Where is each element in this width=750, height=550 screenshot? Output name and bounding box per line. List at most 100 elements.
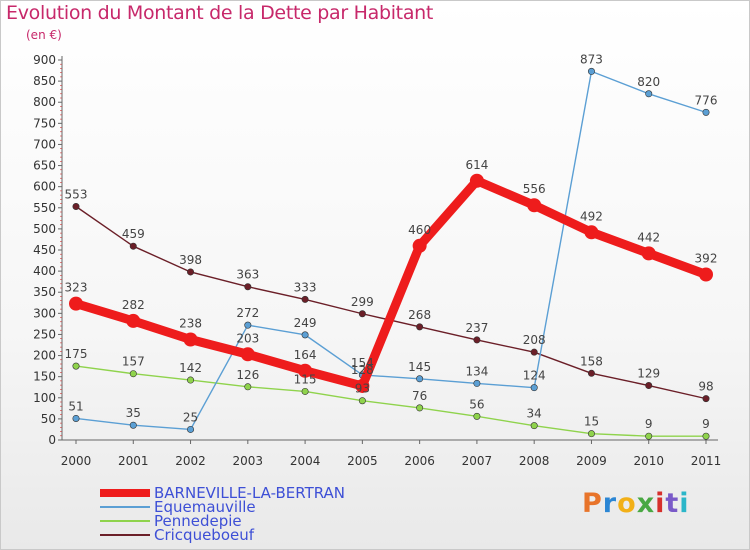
y-tick-label: 600 bbox=[33, 180, 56, 194]
y-tick-label: 350 bbox=[33, 285, 56, 299]
data-label-barneville-la-bertran: 323 bbox=[65, 281, 88, 295]
data-label-pennedepie: 126 bbox=[236, 368, 259, 382]
data-point-pennedepie bbox=[244, 383, 252, 391]
legend: BARNEVILLE-LA-BERTRANEquemauvillePennede… bbox=[100, 484, 345, 544]
y-tick-label: 200 bbox=[33, 349, 56, 363]
data-point-equemauville bbox=[702, 108, 710, 116]
data-label-cricqueboeuf: 333 bbox=[294, 280, 317, 294]
x-tick-label: 2002 bbox=[175, 454, 206, 468]
data-point-equemauville bbox=[187, 425, 195, 433]
data-point-barneville-la-bertran bbox=[469, 173, 484, 188]
data-point-barneville-la-bertran bbox=[183, 332, 198, 347]
x-tick-label: 2009 bbox=[576, 454, 607, 468]
data-label-cricqueboeuf: 98 bbox=[698, 380, 713, 394]
data-label-equemauville: 873 bbox=[580, 52, 603, 66]
chart-subtitle: (en €) bbox=[26, 28, 62, 42]
data-label-pennedepie: 76 bbox=[412, 389, 427, 403]
data-point-pennedepie bbox=[530, 422, 538, 430]
legend-label-pennedepie: Pennedepie bbox=[154, 512, 242, 530]
data-point-barneville-la-bertran bbox=[240, 347, 255, 362]
data-point-pennedepie bbox=[187, 376, 195, 384]
data-label-barneville-la-bertran: 460 bbox=[408, 223, 431, 237]
data-point-cricqueboeuf bbox=[72, 203, 80, 211]
data-point-equemauville bbox=[72, 414, 80, 422]
data-label-cricqueboeuf: 268 bbox=[408, 308, 431, 322]
data-point-equemauville bbox=[244, 321, 252, 329]
x-tick-label: 2003 bbox=[233, 454, 264, 468]
data-label-pennedepie: 157 bbox=[122, 355, 145, 369]
data-label-pennedepie: 9 bbox=[702, 417, 710, 431]
data-label-barneville-la-bertran: 238 bbox=[179, 317, 202, 331]
data-label-equemauville: 145 bbox=[408, 360, 431, 374]
data-label-barneville-la-bertran: 282 bbox=[122, 298, 145, 312]
x-tick-label: 2006 bbox=[404, 454, 435, 468]
data-label-barneville-la-bertran: 614 bbox=[465, 158, 488, 172]
y-tick-label: 900 bbox=[33, 53, 56, 67]
data-point-barneville-la-bertran bbox=[699, 267, 713, 282]
data-label-cricqueboeuf: 237 bbox=[465, 321, 488, 335]
logo-letter: r bbox=[602, 488, 618, 519]
data-label-barneville-la-bertran: 442 bbox=[637, 230, 660, 244]
y-tick-label: 650 bbox=[33, 159, 56, 173]
data-point-cricqueboeuf bbox=[645, 382, 653, 390]
data-point-equemauville bbox=[473, 379, 481, 387]
data-label-cricqueboeuf: 363 bbox=[236, 268, 259, 282]
data-point-cricqueboeuf bbox=[358, 310, 366, 318]
data-point-cricqueboeuf bbox=[129, 242, 137, 250]
data-point-pennedepie bbox=[416, 404, 424, 412]
data-label-equemauville: 134 bbox=[465, 364, 488, 378]
data-label-cricqueboeuf: 553 bbox=[65, 188, 88, 202]
data-label-pennedepie: 175 bbox=[65, 347, 88, 361]
data-label-barneville-la-bertran: 164 bbox=[294, 348, 317, 362]
y-tick-label: 50 bbox=[41, 412, 56, 426]
logo-letter: o bbox=[617, 488, 637, 519]
data-point-pennedepie bbox=[358, 397, 366, 405]
data-point-pennedepie bbox=[129, 370, 137, 378]
data-point-barneville-la-bertran bbox=[527, 198, 542, 213]
data-label-layer: 553 459 398 363 333 299 268 237 208 158 129 98 175 15… bbox=[65, 52, 718, 431]
x-tick-label: 2005 bbox=[347, 454, 378, 468]
x-tick-label: 2010 bbox=[633, 454, 664, 468]
series-layer bbox=[69, 67, 713, 440]
data-label-equemauville: 776 bbox=[695, 93, 718, 107]
logo-letter: P bbox=[582, 488, 603, 519]
data-label-cricqueboeuf: 299 bbox=[351, 295, 374, 309]
data-point-equemauville bbox=[530, 384, 538, 392]
data-point-cricqueboeuf bbox=[187, 268, 195, 276]
data-label-equemauville: 249 bbox=[294, 316, 317, 330]
data-label-equemauville: 820 bbox=[637, 75, 660, 89]
data-point-cricqueboeuf bbox=[530, 348, 538, 356]
data-point-cricqueboeuf bbox=[416, 323, 424, 331]
data-label-equemauville: 272 bbox=[236, 306, 259, 320]
data-point-equemauville bbox=[129, 421, 137, 429]
chart-title: Evolution du Montant de la Dette par Hab… bbox=[6, 2, 434, 24]
series-line-pennedepie bbox=[75, 365, 707, 437]
y-tick-label: 850 bbox=[33, 74, 56, 88]
y-tick-label: 400 bbox=[33, 264, 56, 278]
y-tick-label: 0 bbox=[48, 433, 56, 447]
data-label-cricqueboeuf: 158 bbox=[580, 354, 603, 368]
data-point-equemauville bbox=[587, 67, 595, 75]
data-point-cricqueboeuf bbox=[244, 283, 252, 291]
series-line-barneville-la-bertran bbox=[71, 176, 711, 391]
data-point-barneville-la-bertran bbox=[69, 296, 83, 311]
data-point-barneville-la-bertran bbox=[584, 225, 599, 240]
data-label-pennedepie: 93 bbox=[355, 382, 370, 396]
data-label-pennedepie: 34 bbox=[527, 407, 542, 421]
legend-label-cricqueboeuf: Cricqueboeuf bbox=[154, 526, 255, 544]
x-tick-label: 2000 bbox=[61, 454, 92, 468]
data-point-pennedepie bbox=[301, 387, 309, 395]
data-label-barneville-la-bertran: 392 bbox=[695, 251, 718, 265]
data-label-pennedepie: 56 bbox=[469, 397, 484, 411]
data-label-equemauville: 154 bbox=[351, 356, 374, 370]
data-label-pennedepie: 15 bbox=[584, 415, 599, 429]
y-tick-label: 800 bbox=[33, 95, 56, 109]
data-point-pennedepie bbox=[587, 430, 595, 438]
data-point-pennedepie bbox=[72, 362, 80, 370]
x-tick-label: 2007 bbox=[462, 454, 493, 468]
data-point-equemauville bbox=[645, 90, 653, 98]
data-point-barneville-la-bertran bbox=[641, 246, 656, 261]
data-label-cricqueboeuf: 208 bbox=[523, 333, 546, 347]
